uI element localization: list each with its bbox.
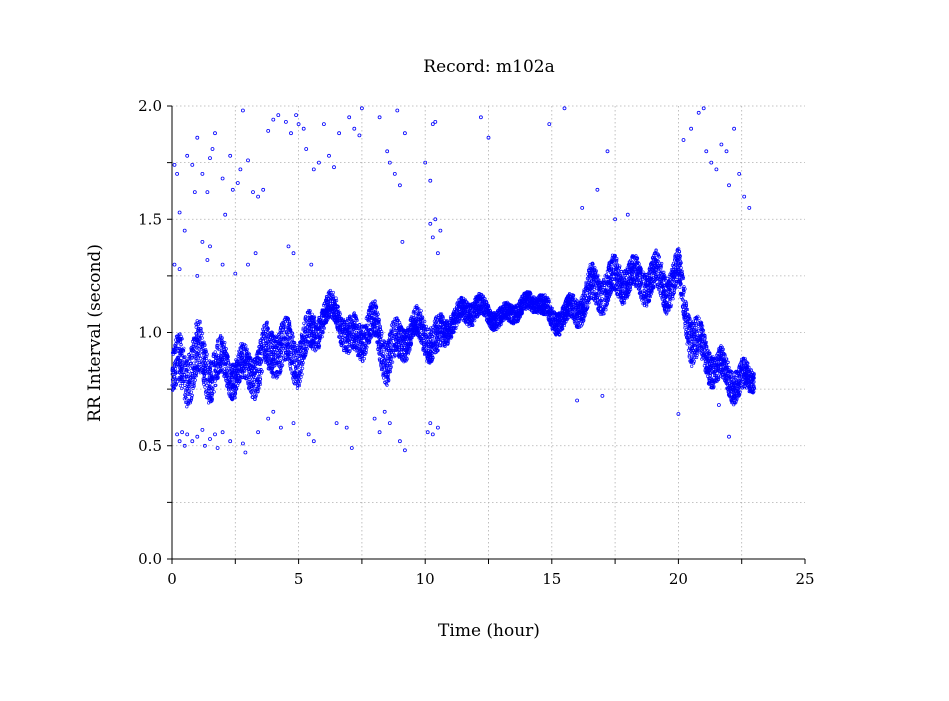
data-point: [300, 376, 303, 379]
data-point: [298, 369, 301, 372]
data-point: [204, 386, 207, 389]
data-point: [186, 406, 189, 409]
data-point: [263, 324, 266, 327]
data-point: [194, 379, 197, 382]
data-points: [171, 107, 756, 454]
data-point: [199, 357, 202, 360]
data-point: [391, 361, 394, 364]
data-point: [193, 362, 196, 365]
data-point: [180, 387, 183, 390]
data-point: [303, 322, 306, 325]
data-point: [456, 324, 459, 327]
data-point: [420, 310, 423, 313]
data-point: [184, 391, 187, 394]
data-point: [174, 339, 177, 342]
data-point: [179, 384, 182, 387]
data-point: [317, 331, 320, 334]
data-point: [301, 367, 304, 370]
data-point: [214, 351, 217, 354]
data-point: [311, 313, 314, 316]
chart-title: Record: m102a: [423, 57, 554, 77]
data-point: [380, 330, 383, 333]
data-point: [382, 377, 385, 380]
